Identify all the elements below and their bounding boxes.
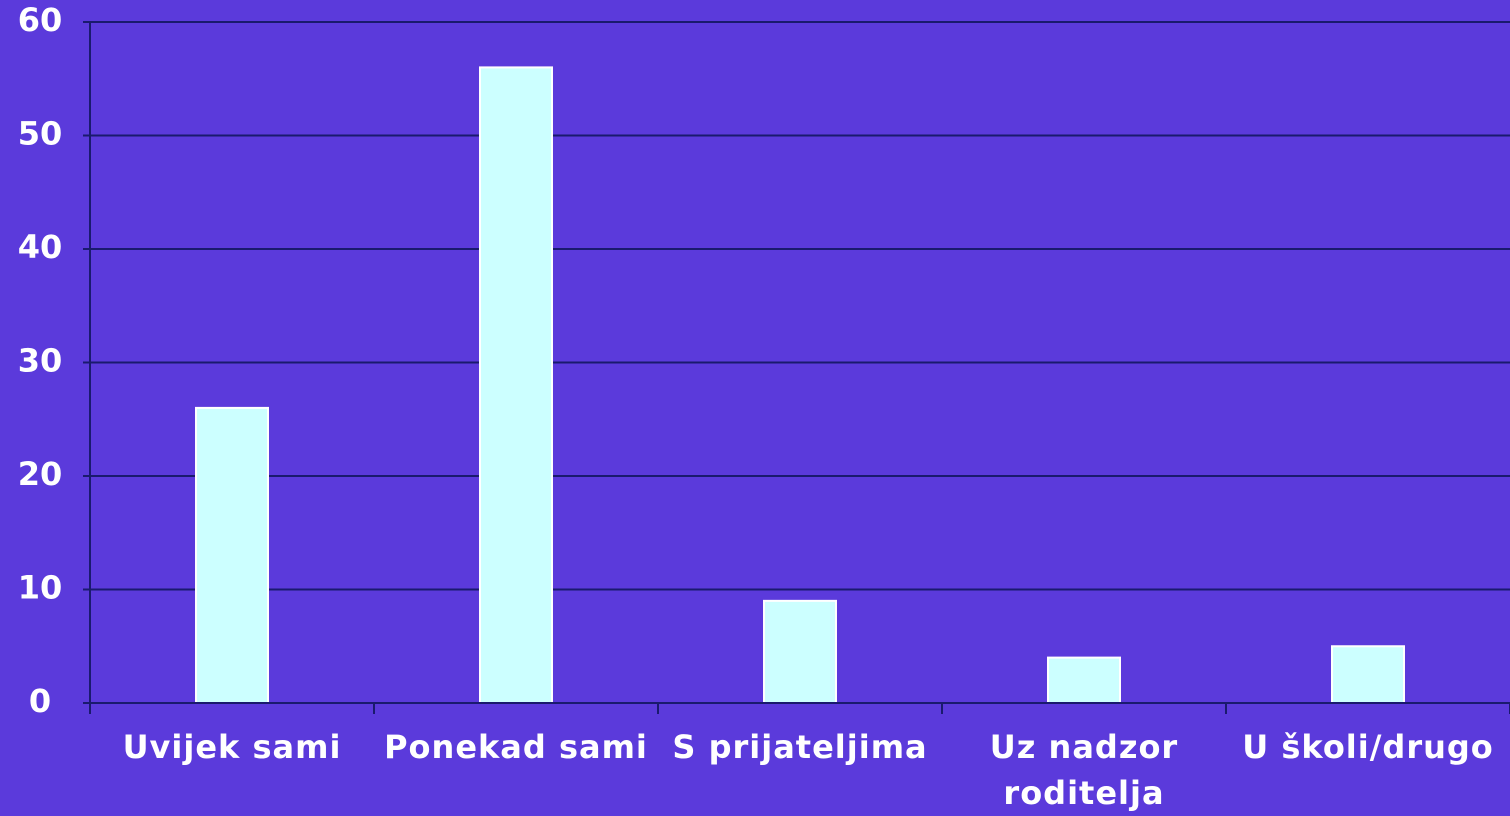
- y-tick-label: 60: [18, 1, 63, 39]
- y-tick-label: 50: [18, 115, 63, 153]
- y-tick-label: 30: [18, 342, 63, 380]
- bar: [479, 66, 553, 704]
- bar: [1047, 656, 1121, 704]
- x-tick-label: S prijateljima: [672, 728, 928, 766]
- bar: [195, 406, 269, 704]
- y-tick-label: 20: [18, 455, 63, 493]
- bar: [763, 599, 837, 704]
- y-tick-label: 0: [29, 682, 51, 720]
- x-tick-label: Uz nadzor roditelja: [989, 728, 1179, 812]
- x-tick-label: Uvijek sami: [122, 728, 342, 766]
- y-tick-label: 10: [18, 569, 63, 607]
- x-tick-label: U školi/drugo: [1242, 728, 1494, 766]
- x-tick-label: Ponekad sami: [384, 728, 648, 766]
- bar: [1331, 645, 1405, 704]
- y-tick-label: 40: [18, 228, 63, 266]
